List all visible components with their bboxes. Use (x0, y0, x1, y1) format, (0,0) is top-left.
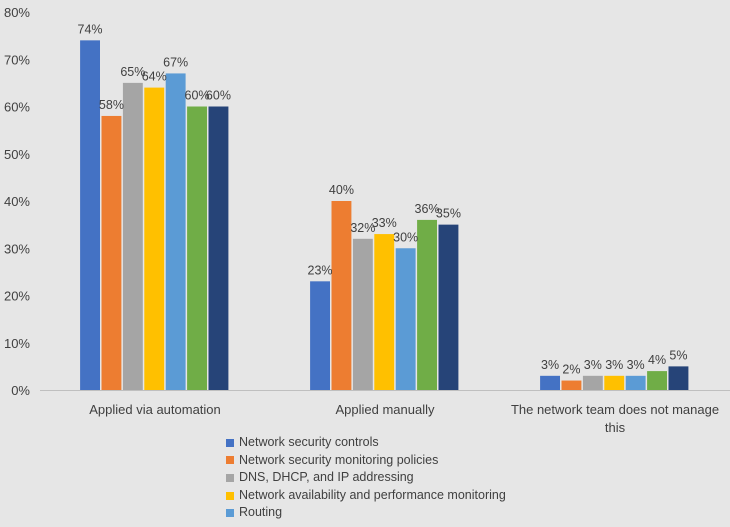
legend-label: Routing (239, 505, 283, 520)
y-axis: 0% 10% 20% 30% 40% 50% 60% 70% 80% (4, 5, 30, 398)
x-axis: Applied via automation Applied manually Th… (40, 390, 730, 435)
legend-item: Network security monitoring policies (226, 452, 506, 470)
bar (352, 238, 373, 390)
data-label: 36% (415, 202, 440, 216)
bar (625, 375, 646, 390)
bar (187, 106, 207, 390)
legend-item: Network availability and performance mon… (226, 487, 506, 505)
data-label: 40% (329, 183, 354, 197)
bar (374, 234, 395, 390)
y-tick-label: 30% (4, 241, 30, 256)
bar (668, 366, 689, 391)
y-tick-label: 0% (11, 383, 30, 398)
data-label: 60% (185, 89, 210, 103)
data-label: 3% (541, 358, 559, 372)
bar (165, 73, 186, 391)
legend-label: Network availability and performance mon… (239, 487, 506, 502)
bar-labels: 74%58%65%64%67%60%60%23%40%32%33%30%36%3… (78, 22, 688, 376)
bar (417, 219, 437, 390)
legend-item: DNS, DHCP, and IP addressing (226, 469, 506, 487)
bar (101, 115, 122, 390)
data-label: 5% (669, 348, 687, 362)
bar (208, 106, 229, 390)
legend: Network security controls Network securit… (226, 434, 506, 522)
data-label: 3% (605, 358, 623, 372)
x-category-label: The network team does not manage (511, 402, 719, 417)
y-tick-label: 10% (4, 336, 30, 351)
data-label: 74% (78, 22, 103, 36)
data-label: 32% (350, 221, 375, 235)
y-tick-label: 70% (4, 52, 30, 67)
bar (438, 224, 459, 391)
data-label: 58% (99, 98, 124, 112)
y-tick-label: 80% (4, 5, 30, 20)
legend-swatch (226, 491, 234, 500)
legend-swatch (226, 438, 234, 447)
bar (310, 281, 330, 390)
legend-item: Routing (226, 504, 506, 522)
legend-swatch (226, 509, 234, 518)
data-label: 35% (436, 207, 461, 221)
bar (122, 82, 143, 391)
bar (395, 248, 416, 390)
bar (647, 371, 667, 390)
x-category-label: Applied via automation (89, 402, 221, 417)
bar (540, 375, 560, 390)
bar (80, 40, 100, 390)
legend-swatch (226, 456, 234, 465)
data-label: 64% (142, 70, 167, 84)
data-label: 33% (372, 216, 397, 230)
bar (144, 87, 165, 390)
bar (331, 201, 352, 390)
bars (80, 40, 689, 391)
bar (582, 375, 603, 390)
data-label: 30% (393, 230, 418, 244)
data-label: 23% (308, 263, 333, 277)
y-tick-label: 40% (4, 194, 30, 209)
data-label: 3% (584, 358, 602, 372)
x-category-label: Applied manually (335, 402, 435, 417)
legend-item: Network security controls (226, 434, 506, 452)
data-label: 2% (562, 363, 580, 377)
data-label: 65% (120, 65, 145, 79)
legend-label: Network security controls (239, 435, 379, 449)
bar (604, 375, 625, 390)
data-label: 67% (163, 55, 188, 69)
legend-label: DNS, DHCP, and IP addressing (239, 470, 414, 485)
bar (561, 380, 582, 390)
legend-swatch (226, 473, 234, 482)
legend-label: Network security monitoring policies (239, 452, 439, 467)
y-tick-label: 20% (4, 289, 30, 304)
y-tick-label: 60% (4, 100, 30, 115)
x-category-label: this (605, 420, 626, 435)
data-label: 3% (627, 358, 645, 372)
data-label: 4% (648, 353, 666, 367)
y-tick-label: 50% (4, 147, 30, 162)
data-label: 60% (206, 89, 231, 103)
